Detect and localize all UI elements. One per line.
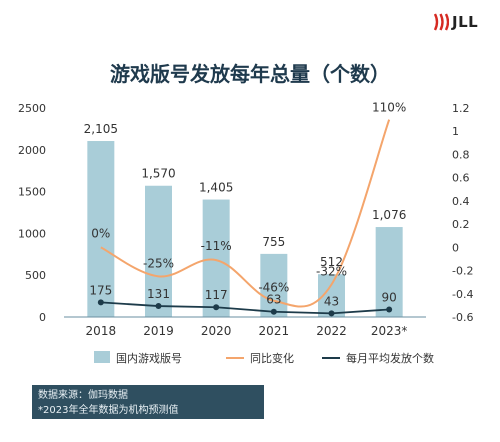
bar <box>375 227 403 317</box>
bar-value-label: 1,405 <box>199 181 233 195</box>
bar <box>260 253 288 317</box>
bar-value-label: 755 <box>262 235 285 249</box>
yoy-value-label: 110% <box>372 101 406 115</box>
x-tick-label: 2020 <box>201 324 232 338</box>
y-tick-label: 0 <box>39 311 46 324</box>
x-tick-label: 2023* <box>371 324 408 338</box>
monthly-point <box>155 303 162 310</box>
y2-tick-label: 1 <box>452 125 459 138</box>
yoy-value-label: -11% <box>201 239 232 253</box>
x-tick-label: 2022 <box>316 324 347 338</box>
bar-value-label: 512 <box>320 255 343 269</box>
monthly-point <box>270 308 277 315</box>
monthly-value-label: 43 <box>324 294 339 308</box>
bar <box>145 185 172 317</box>
bar <box>202 199 230 317</box>
monthly-point <box>386 306 393 313</box>
y2-tick-label: -0.4 <box>452 288 473 301</box>
y2-tick-label: 1.2 <box>452 102 470 115</box>
monthly-value-label: 131 <box>147 287 170 301</box>
jll-logo-icon <box>433 13 449 31</box>
y-tick-label: 2000 <box>18 144 46 157</box>
y2-tick-label: 0.4 <box>452 195 470 208</box>
y-tick-label: 1000 <box>18 227 46 240</box>
yoy-value-label: -25% <box>143 256 174 270</box>
y-tick-label: 500 <box>25 269 46 282</box>
x-tick-label: 2021 <box>259 324 290 338</box>
jll-logo: JLL <box>432 12 478 32</box>
y2-tick-label: 0.8 <box>452 148 470 161</box>
forecast-footnote: *2023年全年数据为机构预测值 <box>38 405 179 416</box>
y2-tick-label: -0.6 <box>452 311 473 324</box>
bar-value-label: 1,076 <box>372 208 406 222</box>
yoy-value-label: 0% <box>91 226 110 240</box>
monthly-point <box>97 299 104 306</box>
x-tick-label: 2018 <box>86 324 117 338</box>
monthly-value-label: 90 <box>382 290 397 304</box>
monthly-value-label: 117 <box>205 288 228 302</box>
chart-title: 游戏版号发放每年总量（个数） <box>110 62 390 86</box>
yoy-value-label: -46% <box>258 281 289 295</box>
brand-name: JLL <box>452 13 479 31</box>
bar-value-label: 1,570 <box>141 167 175 181</box>
bar <box>87 141 115 317</box>
legend-bar-label: 国内游戏版号 <box>116 351 182 365</box>
y2-tick-label: 0.2 <box>452 218 470 231</box>
y2-tick-label: 0.6 <box>452 172 470 185</box>
x-tick-label: 2019 <box>143 324 174 338</box>
yoy-value-label: -32% <box>316 264 347 278</box>
legend-yoy-label: 同比变化 <box>250 351 294 365</box>
monthly-line <box>100 301 390 315</box>
monthly-value-label: 175 <box>89 283 112 297</box>
y2-tick-label: 0 <box>452 241 459 254</box>
legend-bar-swatch <box>94 351 110 363</box>
y2-tick-label: -0.2 <box>452 265 473 278</box>
y-tick-label: 2500 <box>18 102 46 115</box>
monthly-point <box>213 304 220 311</box>
monthly-point <box>328 310 335 317</box>
source-note: 数据来源：伽玛数据 <box>38 390 128 401</box>
bar-value-label: 2,105 <box>84 122 118 136</box>
monthly-value-label: 63 <box>266 293 281 307</box>
notes-box: 数据来源：伽玛数据 *2023年全年数据为机构预测值 <box>32 385 264 419</box>
yoy-line <box>100 119 391 308</box>
y-tick-label: 1500 <box>18 186 46 199</box>
legend-monthly-label: 每月平均发放个数 <box>346 351 434 365</box>
